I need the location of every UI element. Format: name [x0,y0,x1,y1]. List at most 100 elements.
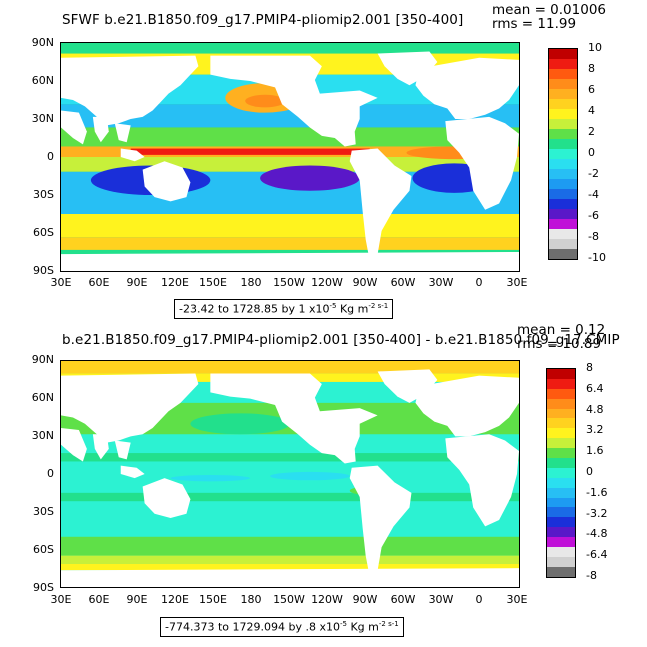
colorbar-swatch [547,418,575,429]
lat-label: 0 [47,467,54,480]
colorbar-label: -8 [588,230,599,243]
colorbar-swatch [549,159,577,169]
colorbar-swatch [547,378,575,389]
colorbar-label: -8 [586,569,597,582]
lon-label: 30E [506,276,528,289]
lat-label: 90S [33,581,54,594]
colorbar-swatch [549,189,577,199]
panel-title: b.e21.B1850.f09_g17.PMIP4-pliomip2.001 [… [62,332,620,348]
colorbar-label: -2 [588,167,599,180]
lon-label: 180 [240,593,262,606]
colorbar-swatch [547,497,575,508]
colorbar-swatch [549,129,577,139]
colorbar-label: -6 [588,209,599,222]
colorbar-swatch [547,566,575,577]
colorbar-swatch [549,119,577,129]
colorbar-swatch [547,547,575,557]
lat-label: 60N [31,391,54,404]
lon-label: 120E [161,276,189,289]
rms-stat: rms = 10.89 [517,336,602,352]
lon-label: 90W [352,593,378,606]
lat-label: 30S [33,188,54,201]
colorbar-swatch [549,69,577,79]
colorbar-label: -4.8 [586,527,608,541]
lon-label: 120W [311,593,343,606]
colorbar-swatch [549,99,577,109]
colorbar-swatch [549,249,577,259]
colorbar-swatch [547,369,575,379]
colorbar-label: -3.2 [586,506,608,520]
colorbar-swatch [547,467,575,478]
lon-label: 90E [126,276,148,289]
lat-label: 90N [31,353,54,366]
colorbar-swatch [547,458,575,468]
colorbar-swatch [549,219,577,229]
colorbar-swatch [547,507,575,518]
colorbar-swatch [549,229,577,239]
map-panel-bottom: b.e21.B1850.f09_g17.PMIP4-pliomip2.001 [… [0,322,647,647]
colorbar-swatch [547,388,575,399]
lon-label: 90E [126,593,148,606]
world-map [61,361,519,587]
colorbar-swatch [547,527,575,538]
colorbar-label: 6 [588,83,595,96]
lon-label: 180 [240,276,262,289]
colorbar-swatch [547,398,575,409]
range-label: -774.373 to 1729.094 by .8 x10-5 Kg m-2 … [160,617,404,637]
colorbar-swatch [549,139,577,149]
colorbar-label: -6.4 [586,548,608,562]
lat-label: 60S [33,543,54,556]
colorbar-swatch [549,239,577,249]
lon-label: 30W [428,593,454,606]
colorbar-label: -1.6 [586,485,608,499]
mean-stat: mean = 0.01006 [492,2,607,18]
range-label: -23.42 to 1728.85 by 1 x10-5 Kg m-2 s-1 [174,299,394,319]
lon-label: 150E [199,276,227,289]
colorbar-label: 4 [588,104,595,117]
lon-label: 30E [50,276,72,289]
rms-stat: rms = 11.99 [492,16,577,32]
lat-label: 30S [33,505,54,518]
colorbar-label: 8 [588,62,595,75]
lon-label: 150E [199,593,227,606]
lon-label: 60E [88,593,110,606]
colorbar-swatch [547,408,575,419]
mean-stat: mean = 0.12 [517,322,606,338]
colorbar-swatch [549,109,577,119]
lon-label: 0 [475,593,483,606]
map-plot-area [60,360,520,588]
lat-label: 60N [31,74,54,87]
map-plot-area [60,42,520,272]
colorbar-label: 0 [588,146,595,159]
lat-label: 60S [33,226,54,239]
colorbar-swatch [549,49,577,59]
colorbar-swatch [549,59,577,69]
colorbar-swatch [549,89,577,99]
colorbar-swatch [547,487,575,498]
lon-label: 30E [50,593,72,606]
colorbar-label: 2 [588,125,595,138]
lon-label: 90W [352,276,378,289]
colorbar-label: 0 [586,465,593,478]
colorbar [548,48,578,260]
map-panel-top: SFWF b.e21.B1850.f09_g17.PMIP4-pliomip2.… [0,0,647,320]
colorbar-label: -10 [588,251,606,264]
colorbar-swatch [547,438,575,449]
lon-label: 60W [390,593,416,606]
lat-label: 30N [31,112,54,125]
colorbar-swatch [549,209,577,219]
lon-label: 30E [506,593,528,606]
colorbar-swatch [547,517,575,528]
colorbar-swatch [547,448,575,459]
colorbar-label: 4.8 [586,402,604,416]
colorbar-swatch [549,179,577,189]
colorbar-label: -4 [588,188,599,201]
colorbar-swatch [547,556,575,567]
lon-label: 150W [273,276,305,289]
colorbar-swatch [549,199,577,209]
colorbar-swatch [549,149,577,159]
colorbar-label: 8 [586,361,593,374]
lat-label: 30N [31,429,54,442]
lat-label: 90S [33,264,54,277]
lon-label: 60E [88,276,110,289]
